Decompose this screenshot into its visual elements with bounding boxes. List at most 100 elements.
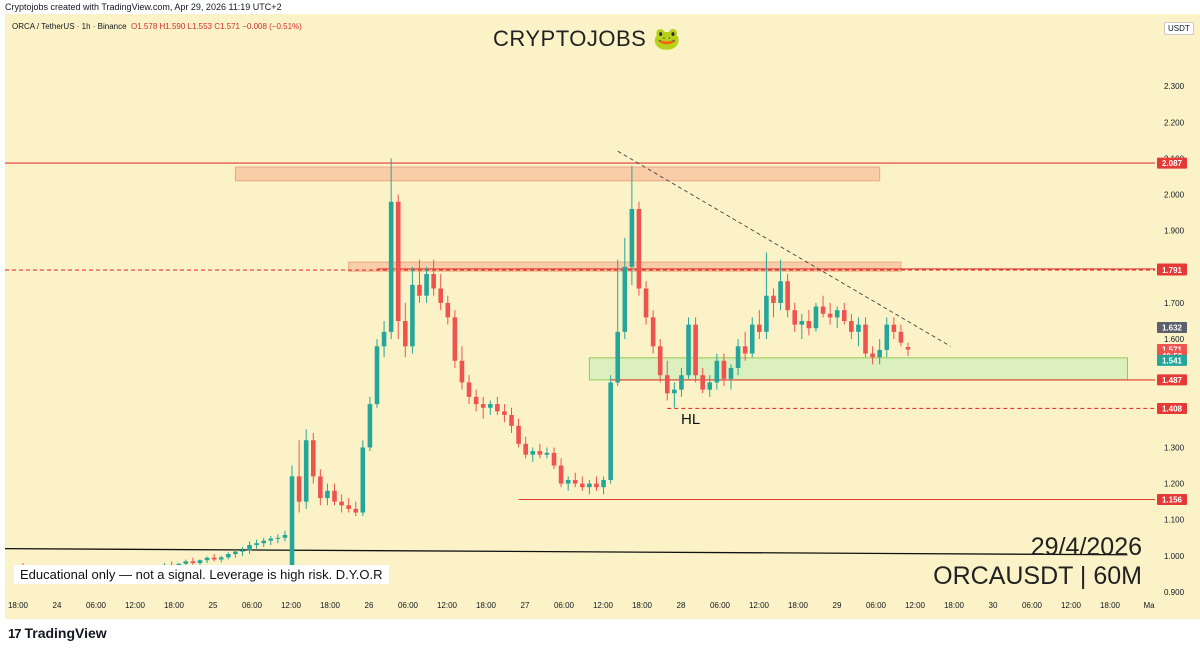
candle-body xyxy=(509,414,514,426)
candle-body xyxy=(353,508,359,513)
candle-body xyxy=(707,382,713,390)
x-tick-label: 27 xyxy=(521,601,530,610)
symbol-legend[interactable]: ORCA / TetherUS · 1h · Binance O1.578 H1… xyxy=(12,22,302,31)
candle-body xyxy=(261,540,267,544)
candle-body xyxy=(218,557,224,560)
price-label-bg xyxy=(1157,402,1187,414)
y-tick-label: 2.000 xyxy=(1164,191,1185,200)
candle-body xyxy=(268,538,274,541)
candle-body xyxy=(544,452,550,455)
y-tick-label: 1.000 xyxy=(1164,552,1185,561)
candle-body xyxy=(183,561,189,564)
candle-body xyxy=(424,274,429,296)
candle-body xyxy=(686,324,691,376)
candle-body xyxy=(700,375,705,390)
y-tick-label: 2.200 xyxy=(1164,118,1185,127)
chart-pane[interactable] xyxy=(5,14,1155,619)
currency-label[interactable]: USDT xyxy=(1164,22,1194,35)
candle-body xyxy=(233,551,238,555)
candle-body xyxy=(757,324,762,332)
candle-body xyxy=(742,346,748,354)
candle-body xyxy=(395,201,401,321)
candle-body xyxy=(657,346,663,376)
candle-body xyxy=(905,347,911,350)
candle-body xyxy=(523,443,528,455)
candle-body xyxy=(367,404,373,448)
candle-body xyxy=(388,201,394,332)
candle-body xyxy=(296,476,302,502)
candle-body xyxy=(495,404,500,412)
candle-body xyxy=(841,310,847,321)
y-tick-label: 1.100 xyxy=(1164,516,1185,525)
candle-body xyxy=(863,324,868,354)
candle-body xyxy=(459,360,465,383)
y-tick-label: 1.900 xyxy=(1164,227,1185,236)
candle-body xyxy=(884,324,890,350)
credit-text: Cryptojobs created with TradingView.com,… xyxy=(5,2,282,12)
price-label: 1.541 xyxy=(1162,356,1183,365)
symbol-name: ORCA / TetherUS · 1h · Binance xyxy=(12,22,127,31)
candle-body xyxy=(289,476,295,567)
x-tick-label: 06:00 xyxy=(86,601,107,610)
candle-body xyxy=(211,557,217,560)
y-tick-label: 0.900 xyxy=(1164,588,1185,597)
candle-body xyxy=(792,310,798,325)
candle-body xyxy=(827,313,833,318)
candle-body xyxy=(679,375,684,390)
price-scale[interactable] xyxy=(1155,14,1200,619)
candle-body xyxy=(360,447,366,513)
pair-watermark: ORCAUSDT | 60M xyxy=(933,562,1142,590)
x-tick-label: 18:00 xyxy=(1100,601,1121,610)
candle-body xyxy=(601,479,606,488)
candle-body xyxy=(452,317,458,361)
price-label: 1.487 xyxy=(1162,376,1183,385)
price-label-bg xyxy=(1157,322,1187,334)
candle-body xyxy=(325,490,330,499)
zone-rect xyxy=(588,357,1128,381)
candle-body xyxy=(254,543,259,546)
x-tick-label: 12:00 xyxy=(1061,601,1082,610)
higher-low-label: HL xyxy=(681,411,701,428)
candle-body xyxy=(332,490,337,502)
x-tick-label: 18:00 xyxy=(788,601,809,610)
candle-body xyxy=(834,310,840,318)
credit-bar: Cryptojobs created with TradingView.com,… xyxy=(0,0,1200,14)
x-tick-label: 18:00 xyxy=(8,601,29,610)
candle-body xyxy=(480,404,486,408)
candle-body xyxy=(735,346,741,368)
tradingview-logo[interactable]: 17 TradingView xyxy=(8,625,107,641)
candle-body xyxy=(197,560,203,564)
candle-body xyxy=(622,266,628,332)
candle-body xyxy=(643,288,649,318)
brand-watermark: CRYPTOJOBS 🐸 xyxy=(493,26,681,51)
x-tick-label: 28 xyxy=(677,601,686,610)
tradingview-logo-icon: 17 xyxy=(8,625,22,641)
candle-body xyxy=(664,375,670,394)
x-tick-label: 06:00 xyxy=(242,601,263,610)
candle-body xyxy=(693,324,698,376)
candle-body xyxy=(516,425,521,444)
candle-body xyxy=(587,483,592,488)
candle-body xyxy=(849,321,854,332)
trend-line xyxy=(4,547,1128,556)
price-label: 1.408 xyxy=(1162,404,1183,413)
candle-body xyxy=(898,331,904,343)
candle-body xyxy=(558,465,564,484)
x-tick-label: 18:00 xyxy=(320,601,341,610)
candle-body xyxy=(778,281,783,303)
candle-body xyxy=(190,561,196,564)
price-label: 1.156 xyxy=(1162,495,1183,504)
x-tick-label: 06:00 xyxy=(554,601,575,610)
candle-body xyxy=(771,295,776,303)
candle-body xyxy=(502,411,507,415)
candle-body xyxy=(813,306,819,329)
candle-body xyxy=(346,505,351,509)
disclaimer-box: Educational only — not a signal. Leverag… xyxy=(14,565,389,584)
candle-body xyxy=(806,321,812,329)
candle-body xyxy=(785,281,790,311)
candlestick-chart[interactable]: 2.3002.2002.1002.0001.9001.7001.6001.300… xyxy=(0,0,1200,619)
candle-body xyxy=(247,545,252,551)
candle-body xyxy=(636,208,642,289)
candle-body xyxy=(473,396,479,405)
price-label-bg xyxy=(1157,493,1187,505)
